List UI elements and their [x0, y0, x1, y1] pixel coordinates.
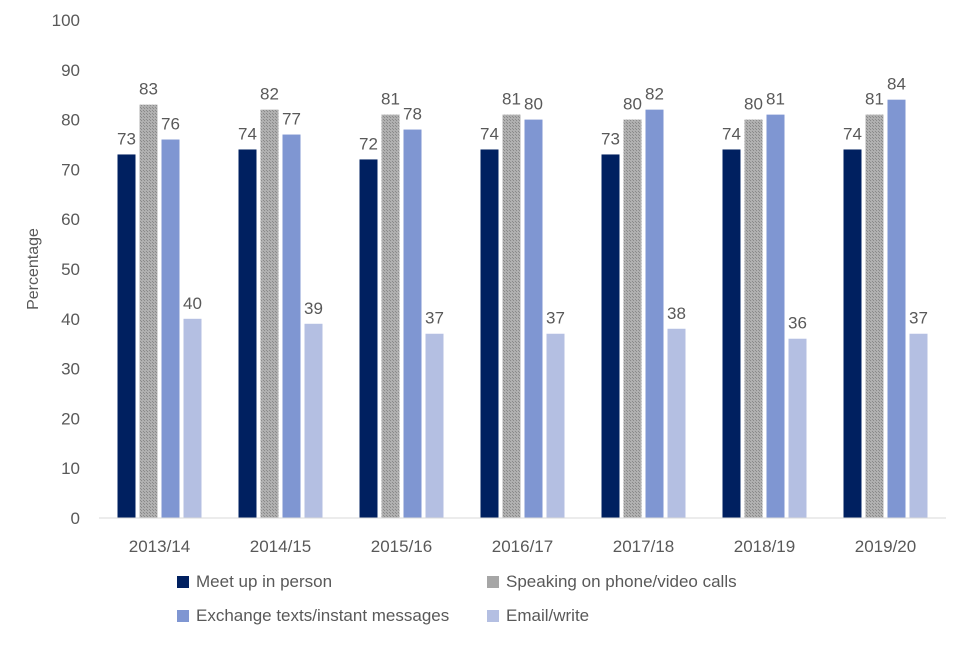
legend-swatch	[177, 576, 189, 588]
data-label: 81	[502, 90, 521, 109]
data-label: 82	[645, 85, 664, 104]
legend-label: Exchange texts/instant messages	[196, 606, 450, 625]
data-label: 77	[282, 110, 301, 129]
bar	[766, 114, 785, 519]
bar	[843, 149, 862, 519]
data-label: 81	[766, 90, 785, 109]
y-tick-label: 0	[71, 509, 80, 528]
bar	[403, 129, 422, 518]
data-label: 38	[667, 304, 686, 323]
legend-swatch	[487, 576, 499, 588]
legend-item-texts: Exchange texts/instant messages	[177, 606, 449, 626]
bar	[788, 338, 807, 518]
data-label: 80	[623, 95, 642, 114]
bar	[645, 109, 664, 518]
bar	[139, 104, 158, 518]
x-tick-label: 2017/18	[613, 537, 674, 556]
bar	[667, 328, 686, 518]
bar	[744, 119, 763, 518]
legend-swatch	[487, 610, 499, 622]
data-label: 72	[359, 134, 378, 153]
bar	[623, 119, 642, 518]
y-tick-label: 90	[61, 61, 80, 80]
bar	[546, 333, 565, 518]
legend-item-meet-up: Meet up in person	[177, 572, 332, 592]
data-label: 81	[865, 90, 884, 109]
data-label: 82	[260, 85, 279, 104]
y-tick-label: 70	[61, 160, 80, 179]
y-tick-label: 50	[61, 260, 80, 279]
bar	[480, 149, 499, 519]
x-tick-label: 2013/14	[129, 537, 190, 556]
bar	[260, 109, 279, 518]
data-label: 84	[887, 75, 906, 94]
data-label: 37	[425, 309, 444, 328]
data-label: 73	[601, 129, 620, 148]
data-label: 74	[843, 124, 862, 143]
y-tick-label: 80	[61, 111, 80, 130]
bar	[601, 154, 620, 518]
x-tick-label: 2014/15	[250, 537, 311, 556]
bar	[381, 114, 400, 519]
bar	[359, 159, 378, 518]
legend-item-email: Email/write	[487, 606, 589, 626]
data-label: 74	[238, 124, 257, 143]
x-tick-label: 2016/17	[492, 537, 553, 556]
y-axis-label: Percentage	[25, 228, 42, 310]
y-tick-label: 30	[61, 360, 80, 379]
legend-item-phone: Speaking on phone/video calls	[487, 572, 737, 592]
legend-label: Email/write	[506, 606, 590, 625]
x-tick-label: 2018/19	[734, 537, 795, 556]
data-label: 73	[117, 129, 136, 148]
data-label: 36	[788, 314, 807, 333]
bar	[722, 149, 741, 519]
data-label: 80	[744, 95, 763, 114]
y-tick-label: 40	[61, 310, 80, 329]
x-tick-label: 2015/16	[371, 537, 432, 556]
bar	[117, 154, 136, 518]
legend-label: Meet up in person	[196, 572, 333, 591]
y-tick-label: 10	[61, 459, 80, 478]
data-label: 74	[722, 124, 741, 143]
legend-swatch	[177, 610, 189, 622]
data-label: 80	[524, 95, 543, 114]
bar	[304, 323, 323, 518]
bar	[183, 318, 202, 518]
bar	[238, 149, 257, 519]
data-label: 40	[183, 294, 202, 313]
bar	[887, 99, 906, 519]
data-label: 74	[480, 124, 499, 143]
bar	[909, 333, 928, 518]
data-label: 37	[546, 309, 565, 328]
bar	[502, 114, 521, 519]
data-label: 39	[304, 299, 323, 318]
data-label: 37	[909, 309, 928, 328]
bar	[161, 139, 180, 518]
bar	[865, 114, 884, 519]
data-label: 83	[139, 80, 158, 99]
data-label: 76	[161, 115, 180, 134]
bar	[524, 119, 543, 518]
y-tick-label: 60	[61, 210, 80, 229]
data-label: 81	[381, 90, 400, 109]
legend-label: Speaking on phone/video calls	[506, 572, 737, 591]
data-label: 78	[403, 105, 422, 124]
bar	[425, 333, 444, 518]
bar	[282, 134, 301, 519]
x-tick-label: 2019/20	[855, 537, 916, 556]
y-tick-label: 100	[52, 11, 80, 30]
y-tick-label: 20	[61, 409, 80, 428]
